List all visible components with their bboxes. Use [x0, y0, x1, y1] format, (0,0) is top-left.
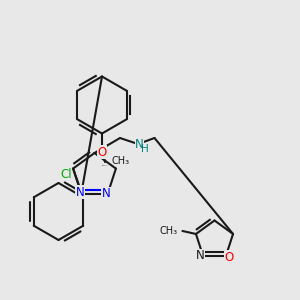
Text: Cl: Cl: [60, 167, 72, 181]
Text: O: O: [98, 146, 106, 159]
Text: N: N: [196, 249, 204, 262]
Text: methoxy: methoxy: [102, 165, 108, 166]
Text: N: N: [102, 187, 111, 200]
Text: H: H: [141, 143, 148, 154]
Text: CH₃: CH₃: [160, 226, 178, 236]
Text: CH₃: CH₃: [111, 155, 129, 166]
Text: O: O: [224, 251, 234, 264]
Text: N: N: [75, 186, 84, 199]
Text: N: N: [135, 137, 144, 151]
